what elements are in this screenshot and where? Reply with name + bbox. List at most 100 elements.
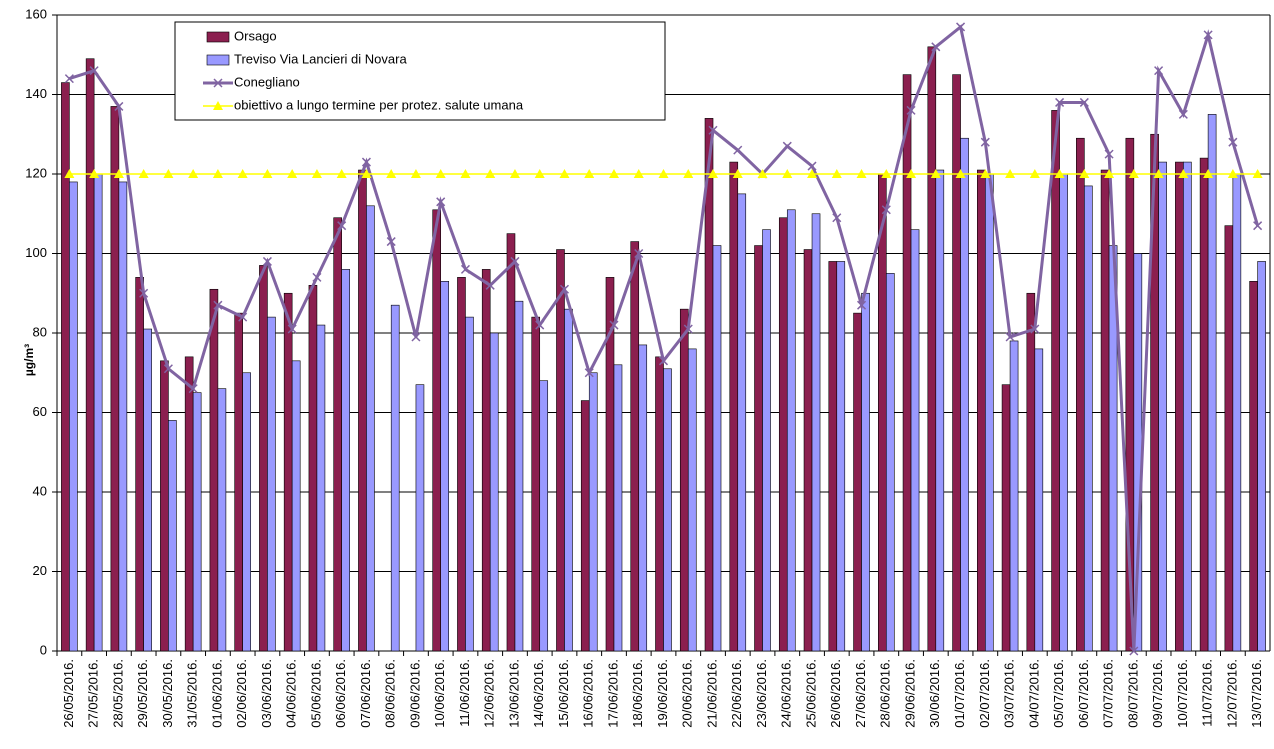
y-tick-label: 60 <box>33 404 47 419</box>
marker <box>609 320 619 330</box>
y-tick-label: 80 <box>33 324 47 339</box>
y-axis-label: µg/m³ <box>22 344 36 376</box>
bar <box>1158 161 1167 652</box>
legend-swatch <box>206 31 230 43</box>
marker <box>386 237 396 247</box>
bar <box>1100 169 1110 652</box>
bar <box>135 277 144 652</box>
bar <box>1249 281 1258 652</box>
bar <box>877 173 887 652</box>
marker <box>956 22 966 32</box>
bar <box>985 173 994 652</box>
x-tick-label: 26/06/2016. <box>828 659 843 728</box>
marker <box>163 169 174 178</box>
x-tick-label: 14/06/2016. <box>531 659 546 728</box>
marker <box>931 42 941 52</box>
x-tick-label: 05/06/2016. <box>308 659 323 728</box>
bar <box>679 308 689 652</box>
marker <box>608 169 619 178</box>
x-tick-label: 04/07/2016. <box>1026 659 1041 728</box>
marker <box>1228 137 1238 147</box>
x-tick-label: 30/05/2016. <box>160 659 175 728</box>
bar <box>803 249 813 652</box>
marker <box>1203 169 1214 178</box>
x-tick-label: 20/06/2016. <box>680 659 695 728</box>
bar <box>242 372 251 652</box>
marker <box>336 169 347 178</box>
marker <box>1079 169 1090 178</box>
marker <box>782 169 793 178</box>
marker <box>856 169 867 178</box>
marker <box>212 169 223 178</box>
bar <box>1199 157 1209 652</box>
marker <box>980 169 991 178</box>
x-tick-label: 07/06/2016. <box>358 659 373 728</box>
bar <box>465 316 474 652</box>
x-tick-label: 06/06/2016. <box>333 659 348 728</box>
marker <box>1129 646 1139 656</box>
legend-label: Conegliano <box>234 74 300 89</box>
bar <box>514 300 524 652</box>
x-tick-label: 08/06/2016. <box>383 659 398 728</box>
marker <box>980 137 990 147</box>
marker <box>857 300 867 310</box>
bar <box>655 356 664 652</box>
bar <box>506 233 516 652</box>
marker <box>782 141 792 151</box>
x-tick-label: 11/06/2016. <box>457 659 472 727</box>
bar <box>885 273 895 652</box>
x-tick-label: 10/06/2016. <box>432 659 447 728</box>
bar <box>1257 261 1266 652</box>
bar <box>1175 161 1184 652</box>
bar <box>1224 225 1234 652</box>
bar <box>1026 292 1036 652</box>
marker <box>559 169 570 178</box>
bar <box>754 245 763 652</box>
x-tick-label: 09/06/2016. <box>407 659 422 728</box>
bar <box>613 364 623 652</box>
marker <box>312 272 322 282</box>
x-tick-label: 02/07/2016. <box>977 659 992 728</box>
marker <box>658 169 669 178</box>
bar <box>61 82 70 652</box>
marker <box>807 169 818 178</box>
marker <box>113 169 124 178</box>
bar <box>432 209 442 652</box>
bar <box>861 292 870 652</box>
bar <box>828 261 838 652</box>
marker <box>238 312 248 322</box>
marker <box>287 324 297 334</box>
marker <box>64 169 75 178</box>
bar <box>638 344 648 652</box>
bar <box>811 213 821 652</box>
bar <box>118 181 128 652</box>
x-tick-label: 15/06/2016. <box>556 659 571 728</box>
marker <box>658 356 669 366</box>
marker <box>436 197 446 207</box>
bar <box>1034 348 1044 652</box>
marker <box>89 66 99 76</box>
x-tick-label: 28/06/2016. <box>878 659 893 728</box>
marker <box>584 368 594 378</box>
bar <box>927 46 937 652</box>
bar <box>778 217 788 652</box>
bar <box>259 265 268 652</box>
marker <box>832 213 842 223</box>
x-tick-label: 13/06/2016. <box>506 659 521 728</box>
marker <box>510 256 520 266</box>
marker <box>262 256 272 266</box>
bar <box>316 324 326 652</box>
marker <box>114 101 124 111</box>
bar <box>85 58 95 652</box>
marker <box>534 169 545 178</box>
legend-label: obiettivo a lungo termine per protez. sa… <box>234 97 524 112</box>
bar <box>704 118 714 652</box>
marker <box>188 169 199 178</box>
bar <box>209 288 219 652</box>
marker <box>138 169 149 178</box>
x-tick-label: 02/06/2016. <box>234 659 249 728</box>
x-tick-label: 10/07/2016. <box>1175 659 1190 728</box>
marker <box>1054 169 1065 178</box>
bar <box>729 161 739 652</box>
marker <box>881 169 892 178</box>
